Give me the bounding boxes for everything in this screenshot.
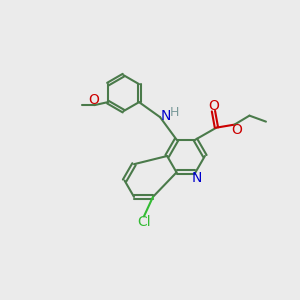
Text: N: N <box>160 109 171 123</box>
Text: O: O <box>88 93 99 107</box>
Text: O: O <box>208 99 220 113</box>
Text: O: O <box>231 123 242 137</box>
Text: N: N <box>192 171 202 185</box>
Text: H: H <box>170 106 179 119</box>
Text: Cl: Cl <box>137 215 151 229</box>
